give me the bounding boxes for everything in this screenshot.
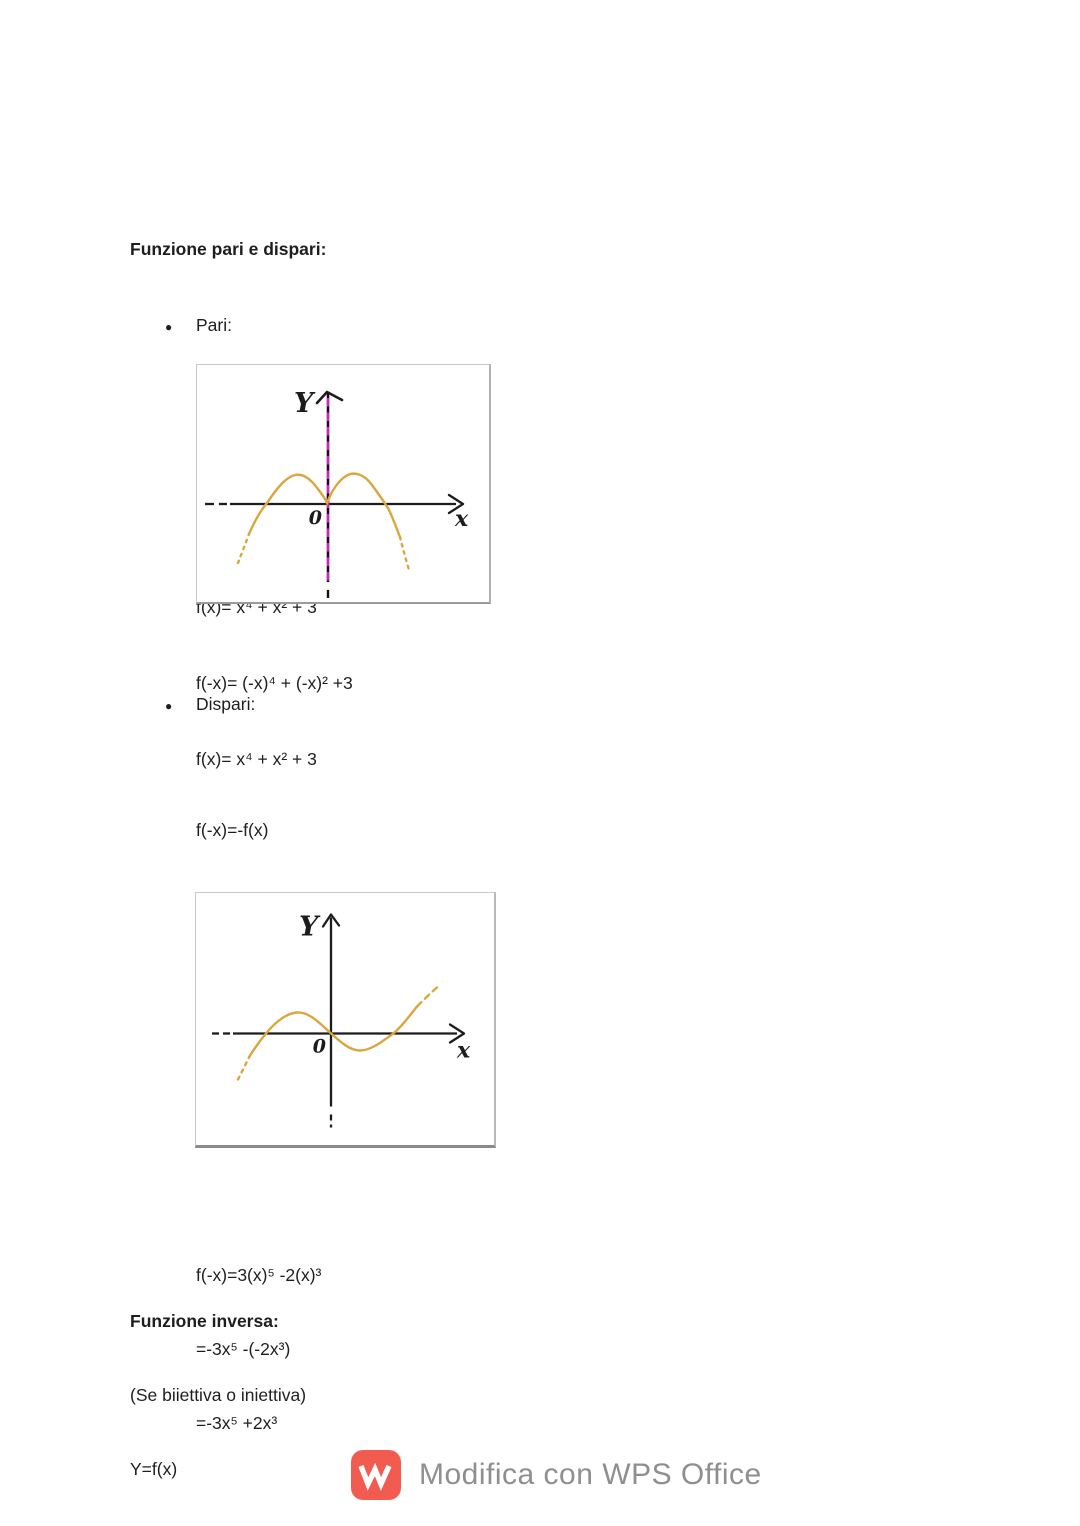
- bullet-item-dispari: ● Dispari:: [130, 692, 321, 719]
- odd-function-figure: Y x 0: [195, 892, 496, 1148]
- formula-line: =-3x⁵ -(-2x³): [196, 1338, 291, 1359]
- odd-function-graph: Y x 0: [212, 912, 471, 1128]
- section-inversa: Funzione inversa: (Se biiettiva o iniett…: [130, 1259, 306, 1526]
- y-axis-label: Y: [299, 912, 321, 943]
- wps-watermark: Modifica con WPS Office: [351, 1449, 762, 1501]
- formula-line: =-3x⁵ +2x³: [196, 1412, 278, 1433]
- bullet-label-pari: Pari:: [196, 315, 232, 336]
- formula-line: (Se biiettiva o iniettiva): [130, 1384, 307, 1405]
- formula-line: f(-x)= (-x)⁴ + (-x)² +3: [196, 672, 353, 693]
- section-title-inversa: Funzione inversa:: [130, 1310, 279, 1331]
- wps-watermark-text: Modifica con WPS Office: [419, 1458, 762, 1491]
- formula-line: f(-x)=3(x)⁵ -2(x)³: [196, 1264, 322, 1285]
- even-function-figure: Y x 0: [196, 364, 491, 604]
- y-axis-arrow: [321, 913, 341, 928]
- formula-line-blank: [196, 1188, 321, 1213]
- odd-curve: [248, 1005, 419, 1057]
- y-axis-label: Y: [294, 388, 316, 419]
- formula-line: f(-x)=-f(x): [196, 819, 269, 840]
- x-axis-arrow: [448, 1023, 466, 1044]
- y-axis-arrow: [315, 390, 344, 405]
- curve-left-dotted-tail: [236, 532, 251, 565]
- curve-left-dashed-tail: [236, 1054, 252, 1081]
- bullet-icon: ●: [165, 320, 173, 335]
- bullet-item-pari: ● Pari:: [130, 313, 353, 340]
- wps-logo-w: [358, 1462, 392, 1491]
- even-function-graph: Y x 0: [205, 388, 469, 598]
- curve-right-dashed-tail: [415, 986, 439, 1008]
- formula-line: Y=f(x): [130, 1459, 178, 1480]
- x-axis-label: x: [454, 506, 469, 532]
- bullet-label-dispari: Dispari:: [196, 694, 256, 715]
- origin-label: 0: [313, 1036, 326, 1058]
- x-axis-arrow: [447, 493, 465, 515]
- section-title-pari-dispari: Funzione pari e dispari:: [130, 238, 327, 259]
- bullet-icon: ●: [165, 699, 173, 714]
- curve-right-dotted-tail: [398, 535, 411, 572]
- formula-line: f(x)= x⁴ + x² + 3: [196, 748, 317, 769]
- origin-label: 0: [309, 507, 322, 529]
- x-axis-label: x: [456, 1038, 471, 1064]
- wps-office-logo-icon: [351, 1450, 401, 1500]
- even-curve: [247, 472, 402, 539]
